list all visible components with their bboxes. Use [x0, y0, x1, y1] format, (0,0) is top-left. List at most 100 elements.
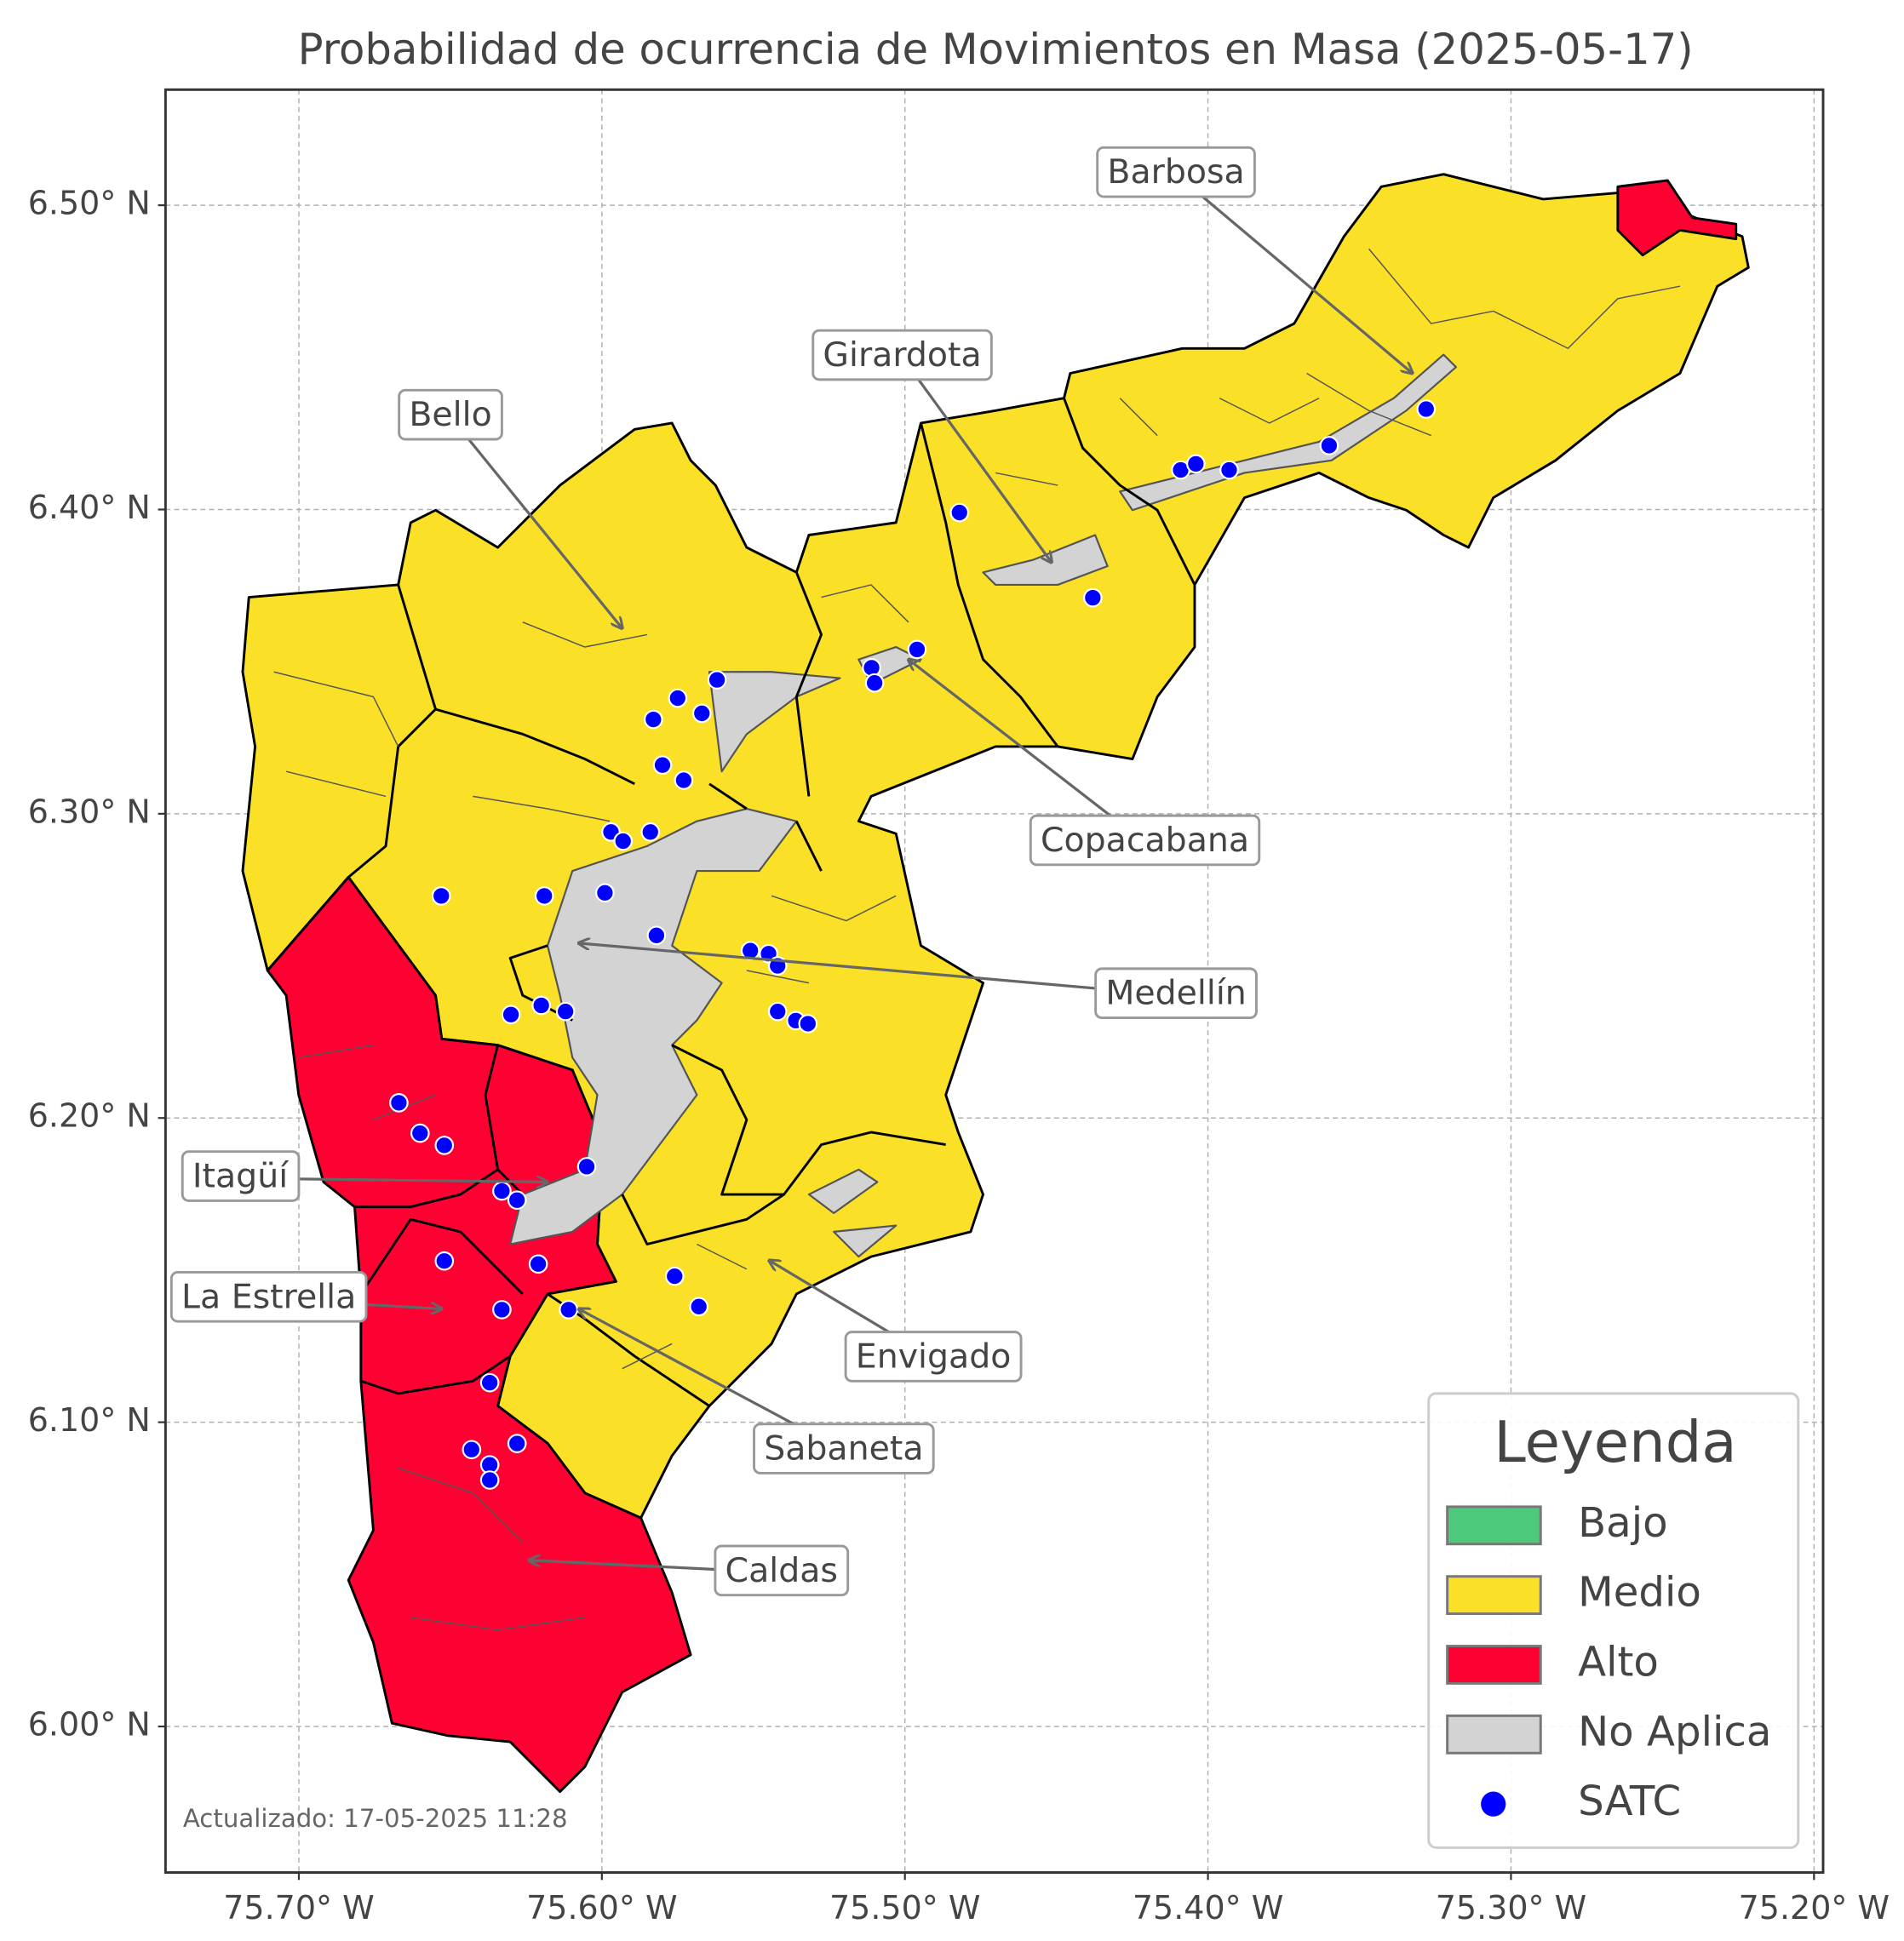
- annotation-box: [1096, 146, 1256, 198]
- satc-point: [798, 1014, 818, 1033]
- satc-point: [1186, 454, 1206, 474]
- satc-point: [907, 639, 927, 660]
- legend-label: Bajo: [1578, 1499, 1668, 1547]
- municipality-label: Girardota: [823, 335, 981, 375]
- update-note: Actualizado: 17-05-2025 11:28: [183, 1804, 568, 1833]
- y-tick-label: 6.10° N: [28, 1401, 151, 1439]
- satc-point: [1416, 399, 1437, 419]
- municipality-label: Copacabana: [1041, 821, 1249, 860]
- satc-point: [767, 1001, 788, 1022]
- satc-point: [434, 1251, 455, 1271]
- annotation-box: [398, 388, 503, 441]
- legend-swatch: [1446, 1575, 1542, 1616]
- x-tick-label: 75.60° W: [526, 1889, 677, 1927]
- frame: [163, 88, 1825, 1875]
- legend-marker: [1481, 1791, 1506, 1817]
- y-tick-label: 6.40° N: [28, 489, 151, 526]
- y-tick-label: 6.50° N: [28, 185, 151, 222]
- annotation-box: [844, 1331, 1023, 1383]
- annotation-box: [181, 1150, 301, 1202]
- satc-point: [576, 1157, 597, 1177]
- municipality-label: Envigado: [856, 1337, 1012, 1376]
- satc-point: [949, 502, 970, 523]
- satc-point: [652, 755, 673, 776]
- title: Probabilidad de ocurrencia de Movimiento…: [298, 25, 1694, 74]
- x-tick-label: 75.30° W: [1436, 1889, 1586, 1927]
- annotation-box: [811, 329, 993, 381]
- satc-point: [479, 1470, 500, 1490]
- satc-point: [646, 925, 667, 946]
- satc-point: [555, 1001, 576, 1022]
- satc-point: [534, 886, 554, 906]
- y-tick-label: 6.00° N: [28, 1706, 151, 1743]
- x-tick-label: 75.70° W: [223, 1889, 374, 1927]
- satc-point: [431, 886, 451, 906]
- legend: Leyenda Bajo Medio Alto No Aplica SATC: [1427, 1392, 1800, 1849]
- satc-point: [507, 1434, 527, 1453]
- municipality-label: Medellín: [1105, 974, 1246, 1013]
- region-no-aplica: [509, 807, 798, 1245]
- x-tick-label: 75.50° W: [829, 1889, 980, 1927]
- satc-point: [640, 822, 661, 842]
- municipality-label: Barbosa: [1107, 152, 1244, 192]
- satc-point: [501, 1005, 521, 1025]
- axes: 75.70° W 75.60° W 75.50° W 75.40° W 75.30° W…: [28, 185, 1890, 1927]
- x-tick-label: 75.40° W: [1133, 1889, 1283, 1927]
- sub-boundaries: [273, 248, 1681, 1631]
- satc-point: [462, 1440, 482, 1460]
- annotation-box: [1029, 814, 1261, 867]
- satc-point: [668, 688, 688, 708]
- municipality-label: Bello: [409, 395, 491, 434]
- satc-point: [864, 673, 885, 693]
- satc-point: [528, 1254, 548, 1274]
- satc-point: [664, 1266, 685, 1286]
- satc-point: [1319, 436, 1339, 455]
- legend-swatch: [1446, 1505, 1542, 1546]
- satc-point: [559, 1300, 579, 1320]
- legend-label: Medio: [1578, 1569, 1701, 1617]
- satc-point: [595, 883, 615, 903]
- annotation-arrow: [901, 356, 1052, 563]
- annotations: Barbosa Girardota Bello Copacabana Medellín I…: [169, 146, 1413, 1597]
- legend-label: SATC: [1578, 1778, 1681, 1825]
- satc-point: [613, 831, 634, 851]
- annotation-arrow: [449, 415, 622, 628]
- satc-point: [644, 709, 663, 730]
- legend-title: Leyenda: [1494, 1409, 1736, 1475]
- annotation-arrow: [579, 943, 1177, 997]
- satc-point: [689, 1297, 709, 1317]
- satc-point: [389, 1093, 409, 1113]
- legend-label: Alto: [1578, 1638, 1659, 1686]
- satc-point: [674, 770, 694, 790]
- satc-point: [507, 1190, 527, 1211]
- legend-label: No Aplica: [1578, 1708, 1771, 1755]
- x-tick-label: 75.20° W: [1739, 1889, 1890, 1927]
- annotation-box: [169, 1271, 368, 1323]
- annotation-box: [1094, 967, 1258, 1020]
- annotation-arrow: [1175, 173, 1413, 374]
- satc-point: [691, 703, 712, 724]
- satc-point: [1083, 587, 1103, 608]
- y-tick-label: 6.30° N: [28, 793, 151, 830]
- municipality-label: La Estrella: [181, 1277, 356, 1316]
- satc-point: [531, 995, 551, 1016]
- satc-point: [434, 1136, 455, 1155]
- satc-points: [389, 399, 1437, 1490]
- y-tick-label: 6.20° N: [28, 1097, 151, 1135]
- municipality-label: Itagüí: [192, 1157, 289, 1196]
- satc-point: [410, 1123, 430, 1143]
- satc-point: [492, 1300, 512, 1320]
- satc-point: [707, 670, 727, 690]
- region-alto-north: [1616, 179, 1738, 257]
- legend-swatch: [1446, 1714, 1542, 1755]
- annotation-arrow: [909, 660, 1146, 844]
- annotation-box: [753, 1423, 935, 1474]
- legend-swatch: [1446, 1645, 1542, 1685]
- annotation-box: [714, 1544, 850, 1597]
- satc-point: [479, 1372, 500, 1393]
- municipality-label: Caldas: [725, 1551, 838, 1590]
- satc-point: [1219, 460, 1239, 480]
- municipality-label: Sabaneta: [764, 1429, 923, 1469]
